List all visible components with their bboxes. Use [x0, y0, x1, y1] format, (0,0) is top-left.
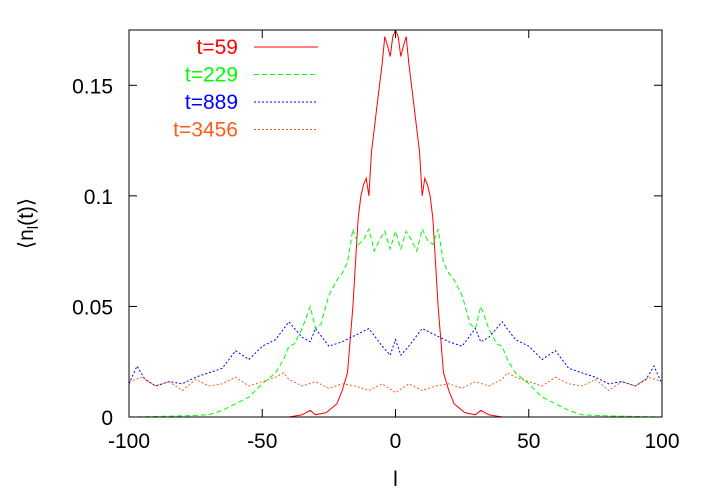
series-line-2 [129, 227, 662, 417]
legend-label-4: t=3456 [173, 119, 238, 142]
y-axis-label-open: ⟨n [15, 229, 38, 249]
x-axis-label: l [393, 468, 398, 491]
y-axis-label-close: (t)⟩ [15, 198, 38, 226]
y-axis: 0 0.05 0.1 0.15 [72, 75, 662, 430]
x-tick-label: -100 [108, 430, 150, 453]
legend-label-2: t=229 [185, 64, 238, 87]
series-line-3 [129, 321, 662, 387]
y-axis-label-sub: l [25, 226, 42, 229]
x-tick-label: 0 [390, 430, 402, 453]
y-tick-label: 0.15 [72, 75, 113, 98]
plot-area [128, 29, 663, 418]
legend-label-3: t=889 [185, 91, 238, 114]
x-tick-label: 50 [517, 430, 540, 453]
x-axis: -100 -50 0 50 100 [108, 30, 680, 453]
plot-frame [128, 29, 663, 418]
legend-label-1: t=59 [197, 36, 238, 59]
legend: t=59 t=229 t=889 t=3456 [173, 36, 318, 142]
y-axis-label-group: ⟨nl(t)⟩ [15, 198, 42, 249]
y-tick-label: 0 [101, 407, 113, 430]
y-tick-label: 0.05 [72, 296, 113, 319]
y-axis-label: ⟨nl(t)⟩ [15, 198, 42, 249]
x-tick-label: 100 [644, 430, 679, 453]
x-tick-label: -50 [247, 430, 277, 453]
series-line-1 [129, 30, 662, 417]
series-group [129, 30, 662, 417]
series-line-4 [129, 372, 662, 394]
y-tick-label: 0.1 [84, 186, 113, 209]
